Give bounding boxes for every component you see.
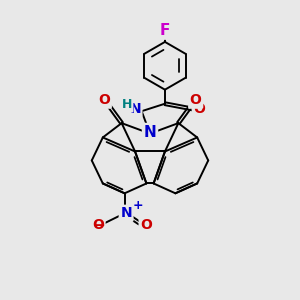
Text: N: N <box>129 102 141 116</box>
Text: N: N <box>144 124 156 140</box>
Text: F: F <box>160 23 170 38</box>
Text: N: N <box>120 206 132 220</box>
Text: O: O <box>92 218 104 232</box>
Text: O: O <box>140 218 152 232</box>
Text: H: H <box>122 98 132 111</box>
Text: O: O <box>190 93 202 107</box>
Text: −: − <box>92 218 105 233</box>
Text: O: O <box>193 102 205 116</box>
Text: +: + <box>133 199 144 212</box>
Text: O: O <box>98 93 110 107</box>
